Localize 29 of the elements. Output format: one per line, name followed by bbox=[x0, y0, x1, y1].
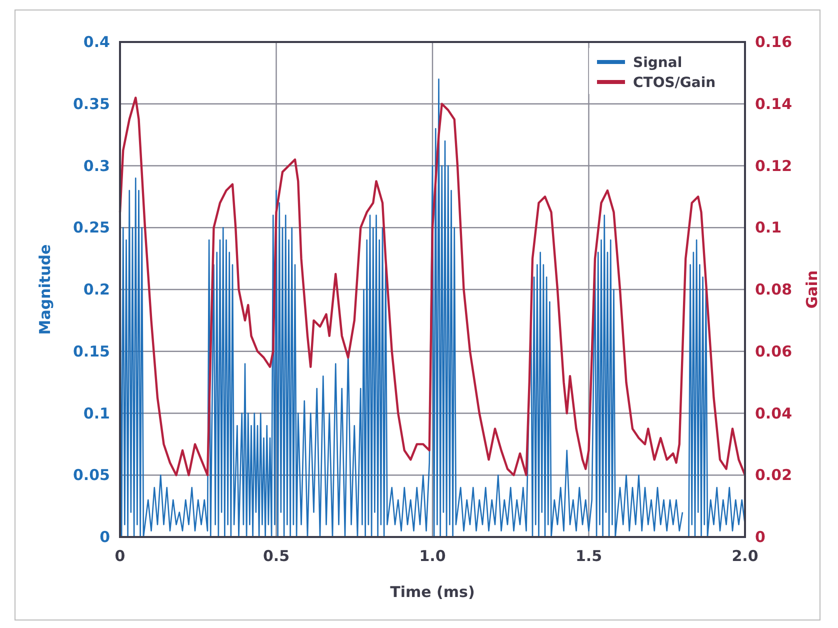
y2-tick-label: 0.02 bbox=[755, 466, 792, 484]
x-tick-label: 1.5 bbox=[575, 547, 602, 565]
y2-tick-label: 0.04 bbox=[755, 404, 792, 422]
x-axis-title: Time (ms) bbox=[390, 583, 475, 601]
y-tick-label: 0.05 bbox=[72, 466, 110, 484]
y2-tick-label: 0.14 bbox=[755, 94, 792, 113]
y-tick-label: 0 bbox=[100, 528, 110, 546]
x-tick-label: 1.0 bbox=[419, 547, 446, 565]
y2-tick-label: 0.08 bbox=[755, 280, 792, 298]
y-axis-title: Magnitude bbox=[36, 244, 54, 335]
y-tick-label: 0.15 bbox=[72, 342, 110, 360]
y-tick-label: 0.35 bbox=[72, 94, 110, 113]
y-tick-label: 0.4 bbox=[83, 33, 110, 51]
y2-tick-label: 0.1 bbox=[755, 218, 782, 237]
y2-tick-label: 0 bbox=[755, 528, 766, 546]
y2-tick-label: 0.12 bbox=[755, 156, 792, 175]
y2-tick-label: 0.06 bbox=[755, 342, 792, 360]
legend-label: CTOS/Gain bbox=[633, 75, 716, 91]
y2-axis-title: Gain bbox=[803, 270, 821, 309]
line-series bbox=[118, 96, 746, 476]
y-tick-label: 0.25 bbox=[72, 218, 110, 237]
y-tick-label: 0.1 bbox=[83, 404, 110, 422]
x-tick-label: 0 bbox=[114, 547, 126, 565]
legend-label: Signal bbox=[633, 55, 682, 71]
y-tick-label: 0.2 bbox=[83, 280, 110, 298]
y-tick-label: 0.3 bbox=[83, 156, 110, 175]
y2-tick-label: 0.16 bbox=[755, 33, 792, 51]
x-tick-label: 2.0 bbox=[732, 547, 758, 565]
x-tick-label: 0.5 bbox=[262, 547, 290, 565]
